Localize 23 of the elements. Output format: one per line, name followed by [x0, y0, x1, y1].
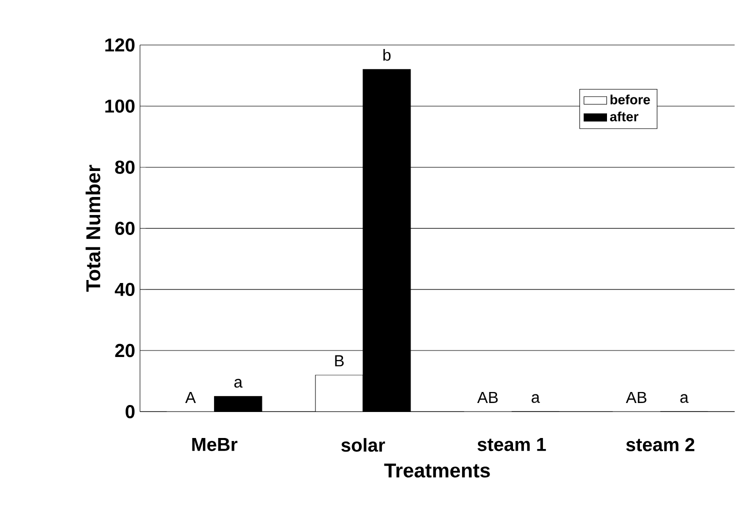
y-tick-label: 120: [105, 38, 135, 52]
annotation: B: [335, 355, 344, 366]
x-tick-label: steam 2: [626, 438, 694, 452]
annotation: AB: [477, 392, 498, 403]
annotation: a: [234, 378, 243, 388]
y-tick-label: 0: [126, 405, 135, 418]
x-tick-label: solar: [341, 438, 386, 452]
y-tick-label: 40: [114, 282, 135, 296]
x-axis-title: Treatments: [384, 464, 490, 478]
y-tick-label: 80: [115, 160, 135, 174]
annotation: b: [383, 48, 391, 61]
annotation: A: [185, 392, 196, 403]
annotation: a: [680, 394, 689, 403]
y-tick-label: 20: [115, 344, 135, 358]
annotation: AB: [626, 392, 646, 403]
y-axis-title: Total Number: [86, 164, 100, 292]
annotation: a: [532, 394, 540, 403]
x-tick-label: MeBr: [192, 438, 238, 452]
legend-label: after: [610, 112, 638, 122]
x-tick-label: steam 1: [478, 438, 546, 452]
legend-label: before: [610, 94, 650, 104]
y-tick-label: 60: [115, 222, 135, 235]
y-tick-label: 100: [105, 99, 135, 113]
